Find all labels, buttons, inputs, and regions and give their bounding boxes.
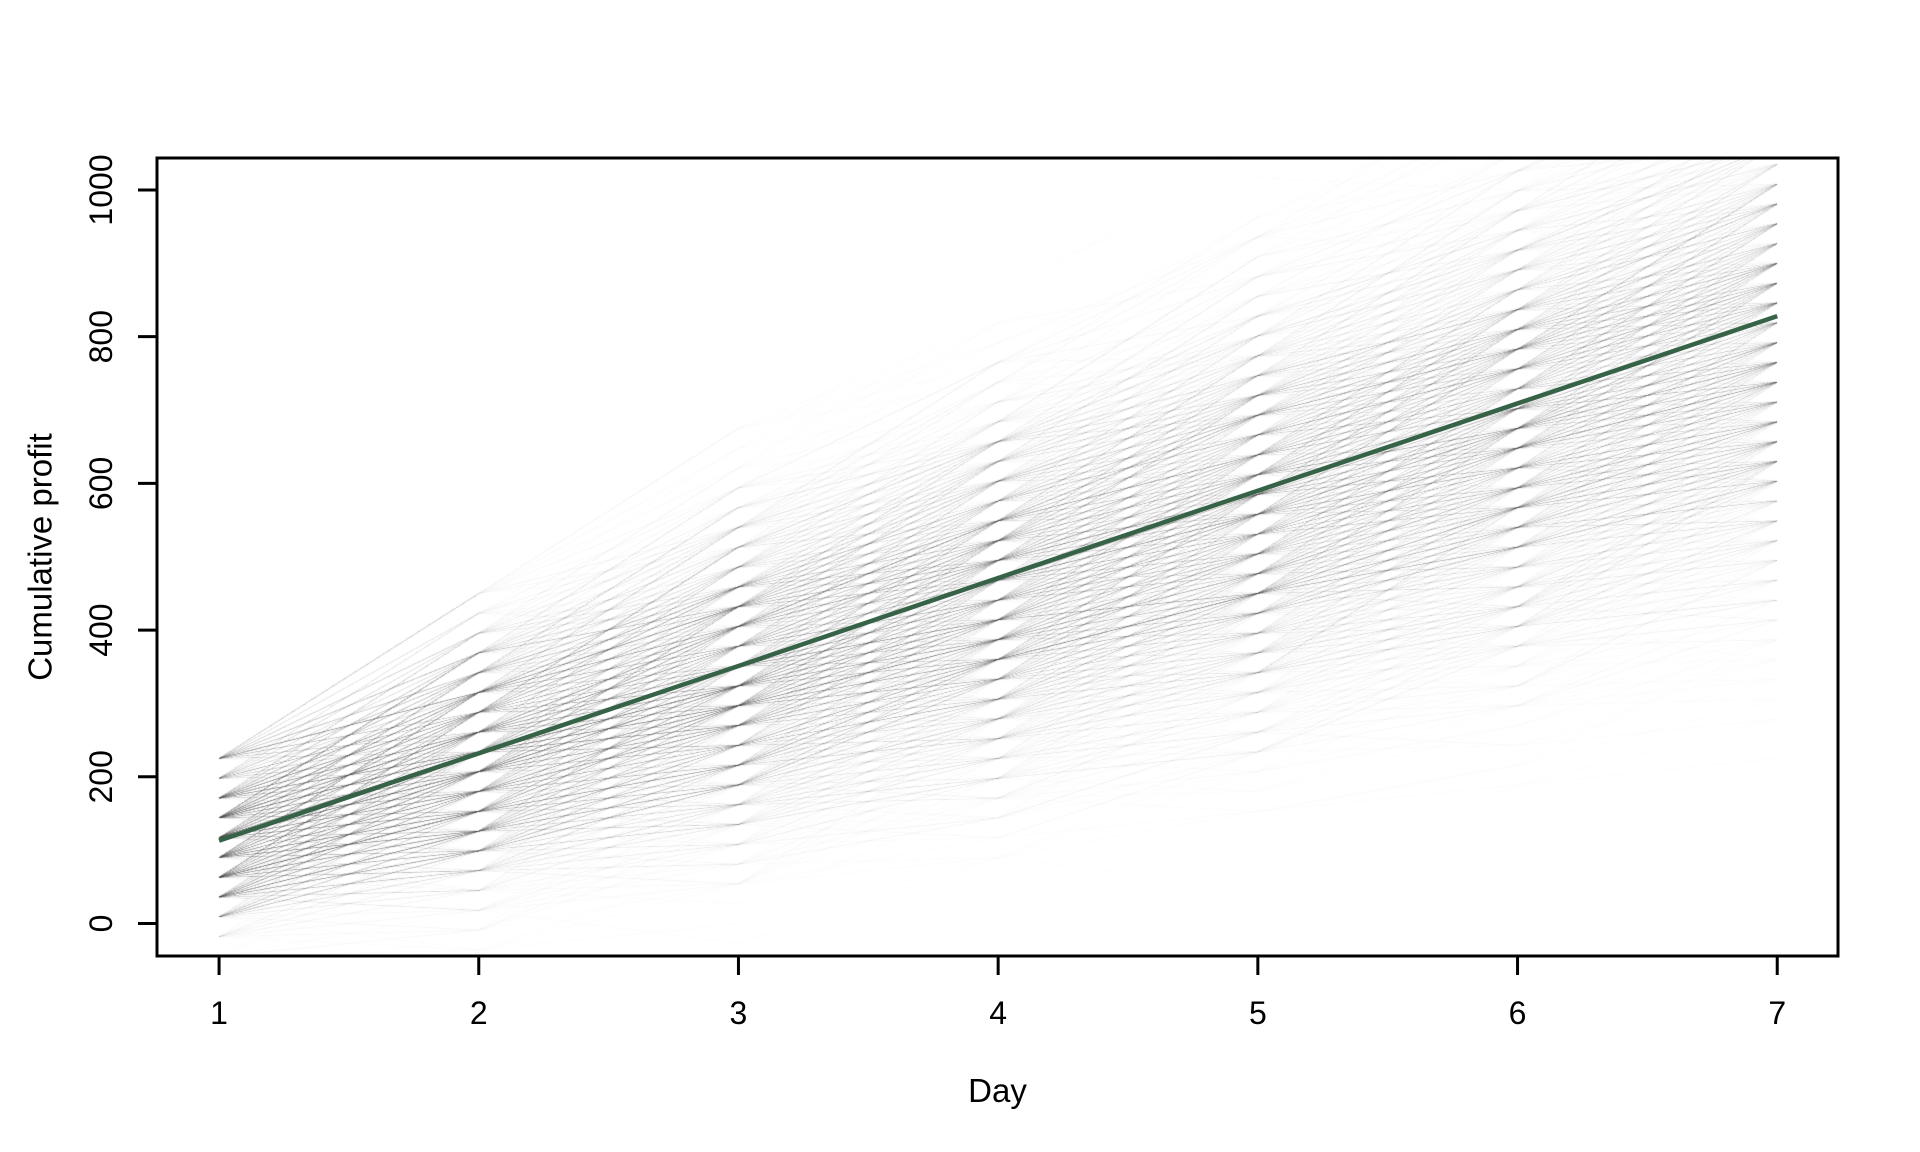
x-tick-label-4: 4 — [989, 995, 1007, 1031]
x-tick-label-6: 6 — [1509, 995, 1527, 1031]
x-tick-label-2: 2 — [470, 995, 488, 1031]
y-tick-label-200: 200 — [83, 750, 119, 803]
x-tick-label-5: 5 — [1249, 995, 1267, 1031]
x-tick-label-7: 7 — [1768, 995, 1786, 1031]
y-tick-label-800: 800 — [83, 310, 119, 363]
y-tick-label-600: 600 — [83, 457, 119, 510]
y-tick-label-400: 400 — [83, 603, 119, 656]
plot-border — [155, 156, 1840, 958]
axis-tick-marks — [138, 188, 1779, 975]
mean-profit-line — [218, 314, 1778, 843]
x-axis-title: Day — [968, 1072, 1027, 1109]
y-tick-label-0: 0 — [83, 915, 119, 933]
x-axis-tick-labels: 1 2 3 4 5 6 7 — [210, 995, 1786, 1031]
x-tick-label-1: 1 — [210, 995, 228, 1031]
x-tick-label-3: 3 — [730, 995, 748, 1031]
y-tick-label-1000: 1000 — [83, 154, 119, 225]
y-axis-title: Cumulative profit — [22, 433, 59, 681]
y-axis-tick-labels: 0 200 400 600 800 1000 — [83, 154, 119, 932]
